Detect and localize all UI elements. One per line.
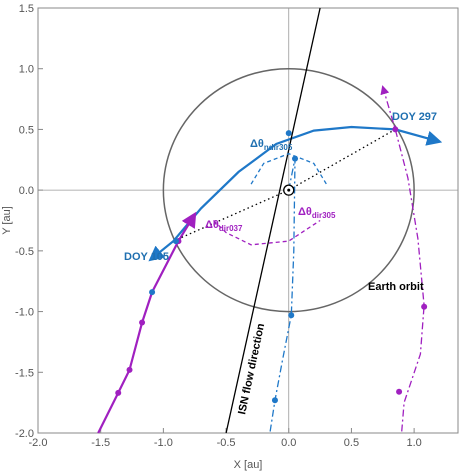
annotation-text: Earth orbit [368,281,424,293]
annotation-text: Δθ [298,206,312,218]
annotation: Δθdir305 [298,206,336,220]
annotation-sub: ndir305 [264,143,293,152]
annotation-text: Δθ [250,138,264,150]
y-tick-label: 0.5 [19,124,34,136]
y-tick-label: -0.5 [15,246,34,258]
annotation-text: DOY 105 [124,251,169,263]
x-tick-label: -2.0 [29,437,48,449]
data-point [392,126,399,133]
y-axis-title: Y [au] [1,206,13,235]
data-point [288,312,295,319]
curve [269,158,296,434]
x-tick-label: 1.0 [406,437,421,449]
data-point [149,289,156,296]
annotation-text: Δθ [205,219,219,231]
annotation-text: DOY 297 [392,111,437,123]
data-point [139,319,146,326]
curve [380,85,425,434]
data-point [285,130,292,137]
annotation-sub: dir305 [312,211,336,220]
curve [225,7,321,434]
curve [250,153,327,185]
x-tick-label: -1.5 [91,437,110,449]
data-point [126,366,133,373]
y-tick-label: 1.5 [19,3,34,15]
annotation: DOY 297 [392,111,437,123]
y-tick-label: -2.0 [15,428,34,440]
curve [97,211,197,434]
sun-dot [287,188,291,192]
data-point [115,389,122,396]
annotation: Earth orbit [368,281,424,293]
y-tick-label: -1.5 [15,367,34,379]
annotation-sub: dir037 [219,224,243,233]
y-tick-label: 1.0 [19,64,34,76]
data-point [421,303,428,310]
annotation: DOY 105 [124,251,169,263]
data-point [292,155,299,162]
x-tick-label: -0.5 [217,437,236,449]
curve [213,219,321,246]
x-axis-title: X [au] [234,459,263,471]
annotation: Δθndir305 [250,138,293,152]
annotation: Δθdir037 [205,219,243,233]
curve [148,125,443,262]
plot-frame [37,7,459,434]
x-tick-label: 0.0 [281,437,296,449]
data-point [396,388,403,395]
data-point [172,238,179,245]
data-point [271,397,278,404]
y-tick-label: 0.0 [19,185,34,197]
y-tick-label: -1.0 [15,307,34,319]
x-tick-label: -1.0 [154,437,173,449]
x-tick-label: 0.5 [344,437,359,449]
